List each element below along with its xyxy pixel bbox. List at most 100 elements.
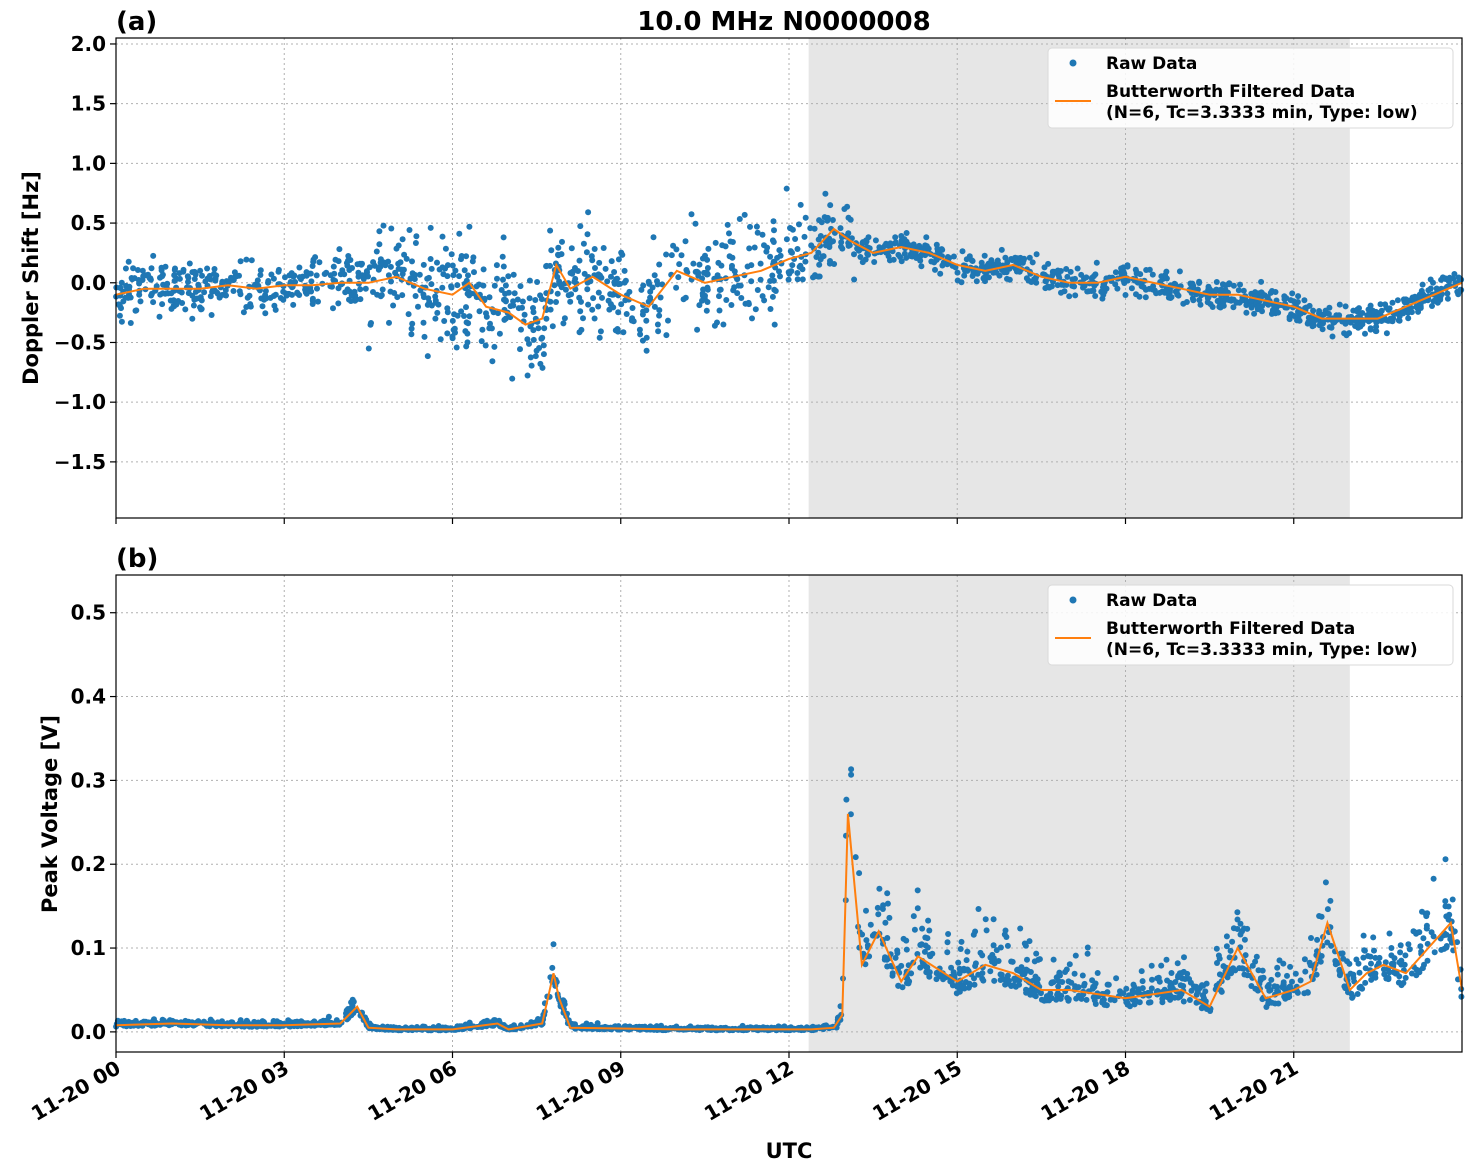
- raw-point-b: [1420, 935, 1427, 942]
- raw-point-b: [1043, 995, 1050, 1002]
- raw-point-b: [1023, 989, 1030, 996]
- raw-point-a: [246, 292, 253, 299]
- raw-point-b: [863, 937, 870, 944]
- raw-point-a: [526, 277, 533, 284]
- raw-point-a: [424, 275, 431, 282]
- raw-point-a: [771, 227, 777, 234]
- raw-point-a: [1429, 303, 1435, 309]
- raw-point-a: [864, 250, 871, 257]
- raw-point-a: [1143, 267, 1150, 273]
- raw-point-a: [963, 256, 970, 263]
- raw-point-b: [1167, 996, 1174, 1003]
- raw-point-b: [1171, 994, 1178, 1001]
- raw-point-a: [315, 298, 321, 305]
- raw-point-a: [682, 294, 689, 301]
- raw-point-a: [615, 281, 622, 288]
- raw-point-a: [1092, 293, 1099, 299]
- raw-point-a: [1072, 275, 1078, 282]
- raw-point-b: [1021, 940, 1028, 947]
- raw-point-a: [1450, 275, 1457, 282]
- raw-point-a: [802, 258, 809, 265]
- raw-point-a: [501, 316, 508, 323]
- raw-point-a: [1387, 317, 1394, 324]
- raw-point-b: [1318, 913, 1325, 920]
- raw-point-b: [1035, 956, 1042, 963]
- legend-marker-raw-a: [1069, 59, 1077, 67]
- raw-point-b: [936, 973, 943, 980]
- raw-point-a: [1167, 295, 1174, 301]
- raw-point-a: [538, 296, 545, 303]
- raw-point-a: [1230, 282, 1237, 289]
- raw-point-a: [1405, 315, 1412, 322]
- raw-point-b: [1306, 959, 1313, 966]
- raw-point-b: [1026, 938, 1033, 945]
- raw-point-a: [463, 304, 469, 311]
- raw-point-a: [547, 298, 554, 305]
- raw-point-a: [560, 320, 567, 327]
- raw-point-a: [1342, 303, 1349, 310]
- raw-point-b: [921, 948, 928, 955]
- raw-point-b: [979, 952, 986, 959]
- raw-point-a: [675, 274, 682, 281]
- raw-point-b: [1252, 985, 1259, 992]
- raw-point-a: [757, 260, 764, 267]
- raw-point-a: [623, 311, 630, 317]
- raw-point-a: [734, 290, 741, 297]
- raw-point-b: [856, 870, 863, 877]
- raw-point-a: [1122, 292, 1129, 298]
- raw-point-b: [1415, 967, 1422, 974]
- raw-point-b: [914, 887, 921, 894]
- raw-point-a: [1128, 285, 1135, 292]
- raw-point-a: [182, 306, 189, 313]
- raw-point-a: [872, 237, 879, 244]
- raw-point-a: [125, 258, 132, 265]
- raw-point-b: [879, 906, 886, 912]
- raw-point-a: [891, 240, 898, 247]
- raw-point-a: [517, 346, 523, 353]
- y-tick-label-b-0: 0.0: [71, 1020, 106, 1044]
- raw-point-a: [452, 267, 459, 274]
- raw-point-a: [294, 289, 301, 296]
- raw-point-b: [1030, 991, 1037, 998]
- raw-point-b: [1281, 993, 1288, 1000]
- raw-point-a: [629, 315, 636, 322]
- raw-point-a: [491, 282, 498, 289]
- raw-point-b: [948, 964, 955, 971]
- raw-point-a: [759, 231, 766, 238]
- raw-point-b: [1223, 933, 1230, 940]
- raw-point-a: [647, 288, 654, 295]
- raw-point-a: [466, 223, 473, 230]
- raw-point-a: [1213, 286, 1220, 293]
- raw-point-a: [1114, 285, 1121, 292]
- raw-point-a: [822, 242, 829, 249]
- raw-point-a: [514, 296, 521, 303]
- raw-point-b: [1368, 960, 1374, 967]
- raw-point-a: [892, 234, 899, 241]
- raw-point-a: [704, 299, 711, 305]
- raw-point-a: [923, 234, 930, 241]
- raw-point-b: [848, 766, 855, 773]
- raw-point-b: [1431, 949, 1438, 956]
- raw-point-a: [519, 304, 525, 311]
- raw-point-a: [622, 297, 629, 304]
- raw-point-b: [1280, 979, 1287, 986]
- raw-point-a: [240, 309, 247, 316]
- raw-point-a: [1183, 299, 1190, 305]
- raw-point-a: [137, 298, 144, 305]
- raw-point-a: [1444, 295, 1451, 302]
- raw-point-a: [763, 248, 770, 255]
- raw-point-b: [903, 946, 910, 953]
- raw-point-a: [1012, 254, 1019, 261]
- raw-point-a: [1377, 301, 1384, 308]
- raw-point-b: [1304, 989, 1311, 996]
- raw-point-b: [1401, 961, 1408, 968]
- raw-point-a: [164, 280, 171, 287]
- raw-point-a: [502, 282, 509, 289]
- raw-point-b: [1092, 980, 1099, 987]
- raw-point-a: [116, 312, 123, 319]
- raw-point-a: [336, 246, 343, 253]
- raw-point-a: [208, 312, 215, 318]
- raw-point-a: [745, 299, 752, 306]
- raw-point-a: [130, 265, 137, 272]
- raw-point-a: [1233, 299, 1240, 306]
